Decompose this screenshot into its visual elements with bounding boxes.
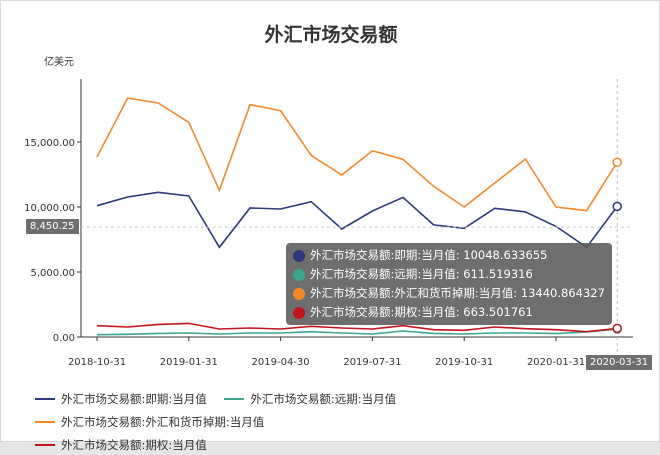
y-tick-label: 0.00	[53, 333, 75, 344]
highlighted-point	[612, 323, 622, 334]
tooltip-row: 外汇市场交易额:外汇和货币掉期:当月值: 13440.864327	[293, 284, 605, 303]
legend-label: 外汇市场交易额:即期:当月值	[61, 392, 207, 406]
tooltip-text: 外汇市场交易额:外汇和货币掉期:当月值: 13440.864327	[310, 286, 605, 300]
legend-swatch	[35, 444, 55, 446]
series-dot-icon	[293, 306, 305, 319]
tooltip-text: 外汇市场交易额:即期:当月值: 10048.633655	[310, 248, 548, 262]
series-dot-icon	[293, 249, 305, 262]
tooltip-row: 外汇市场交易额:期权:当月值: 663.501761	[293, 303, 605, 322]
legend-swatch	[224, 398, 245, 400]
tooltip-row: 外汇市场交易额:即期:当月值: 10048.633655	[293, 246, 605, 265]
tooltip: 外汇市场交易额:即期:当月值: 10048.633655 外汇市场交易额:远期:…	[286, 243, 612, 325]
series-dot-icon	[293, 287, 305, 300]
highlighted-point	[612, 201, 622, 212]
legend-swatch	[35, 421, 55, 423]
x-tick-label: 2019-04-30	[252, 357, 310, 368]
legend: 外汇市场交易额:即期:当月值 外汇市场交易额:远期:当月值 外汇市场交易额:外汇…	[35, 386, 655, 455]
legend-label: 外汇市场交易额:远期:当月值	[250, 392, 397, 406]
y-tick-label: 10,000.00	[24, 203, 75, 214]
x-axis-pointer-label: 2020-03-31	[586, 355, 653, 370]
x-tick-label: 2019-10-31	[435, 357, 493, 368]
tooltip-text: 外汇市场交易额:期权:当月值: 663.501761	[310, 305, 533, 319]
y-tick-label: 15,000.00	[24, 138, 75, 149]
legend-item-option[interactable]: 外汇市场交易额:期权:当月值	[35, 435, 207, 455]
series-line-2	[96, 97, 618, 212]
legend-item-swap[interactable]: 外汇市场交易额:外汇和货币掉期:当月值	[35, 412, 264, 432]
chart-title: 外汇市场交易额	[264, 23, 397, 46]
line-chart: 外汇市场交易额 亿美元 0.00 5,000.00 10,000.00 15,000.…	[24, 23, 633, 368]
x-tick-label: 2020-01-31	[527, 357, 585, 368]
x-tick-label: 2018-10-31	[68, 357, 126, 368]
tooltip-text: 外汇市场交易额:远期:当月值: 611.519316	[310, 267, 533, 281]
legend-swatch	[35, 398, 55, 400]
series-dot-icon	[293, 268, 305, 281]
legend-item-forward[interactable]: 外汇市场交易额:远期:当月值	[224, 389, 396, 409]
y-axis-unit: 亿美元	[44, 55, 74, 68]
x-tick-label: 2019-07-31	[343, 357, 401, 368]
legend-item-spot[interactable]: 外汇市场交易额:即期:当月值	[35, 389, 207, 409]
tooltip-row: 外汇市场交易额:远期:当月值: 611.519316	[293, 265, 605, 284]
series-line-0	[96, 191, 618, 249]
x-tick-label: 2019-01-31	[160, 357, 218, 368]
series-line-1	[96, 328, 618, 336]
y-axis-pointer-label: 8,450.25	[26, 219, 79, 235]
series-line-3	[96, 322, 618, 333]
highlighted-point	[612, 157, 622, 168]
legend-label: 外汇市场交易额:期权:当月值	[61, 438, 207, 452]
y-tick-label: 5,000.00	[30, 268, 75, 279]
legend-label: 外汇市场交易额:外汇和货币掉期:当月值	[61, 415, 265, 429]
